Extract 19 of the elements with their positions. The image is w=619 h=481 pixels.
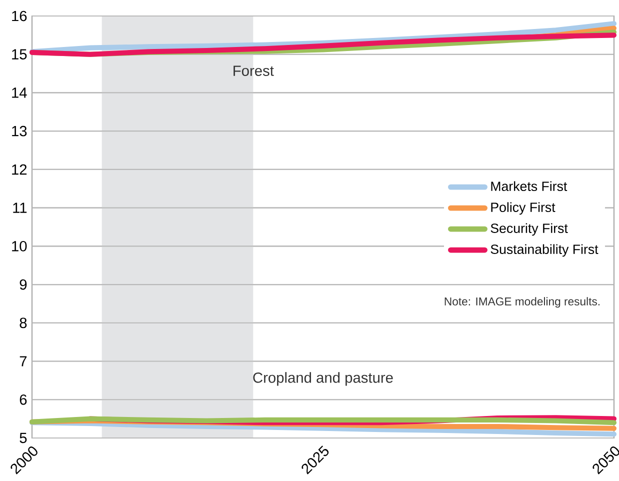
annotation: Forest (234, 66, 274, 76)
y-tick-label: 13 (12, 126, 27, 136)
y-tick-label: 6 (20, 394, 27, 405)
y-tick-label: 9 (20, 279, 27, 290)
y-tick-label: 11 (13, 202, 27, 213)
y-tick-label: 14 (12, 88, 27, 98)
legend-label: Policy First (491, 202, 556, 215)
annotation: Cropland and pasture (253, 372, 393, 386)
y-tick-label: 10 (12, 240, 27, 252)
legend-label: Markets First (491, 181, 568, 192)
y-tick-label: 5 (20, 432, 27, 444)
y-tick-label: 7 (20, 356, 27, 366)
y-tick-label: 15 (12, 49, 27, 60)
y-tick-label: 16 (12, 10, 27, 22)
legend-label: Sustainability First (490, 244, 598, 257)
legend-label: Security First (490, 223, 568, 236)
annotation: Note: IMAGE modeling results. (444, 297, 600, 308)
y-tick-label: 8 (20, 318, 27, 328)
y-tick-label: 12 (12, 164, 27, 175)
